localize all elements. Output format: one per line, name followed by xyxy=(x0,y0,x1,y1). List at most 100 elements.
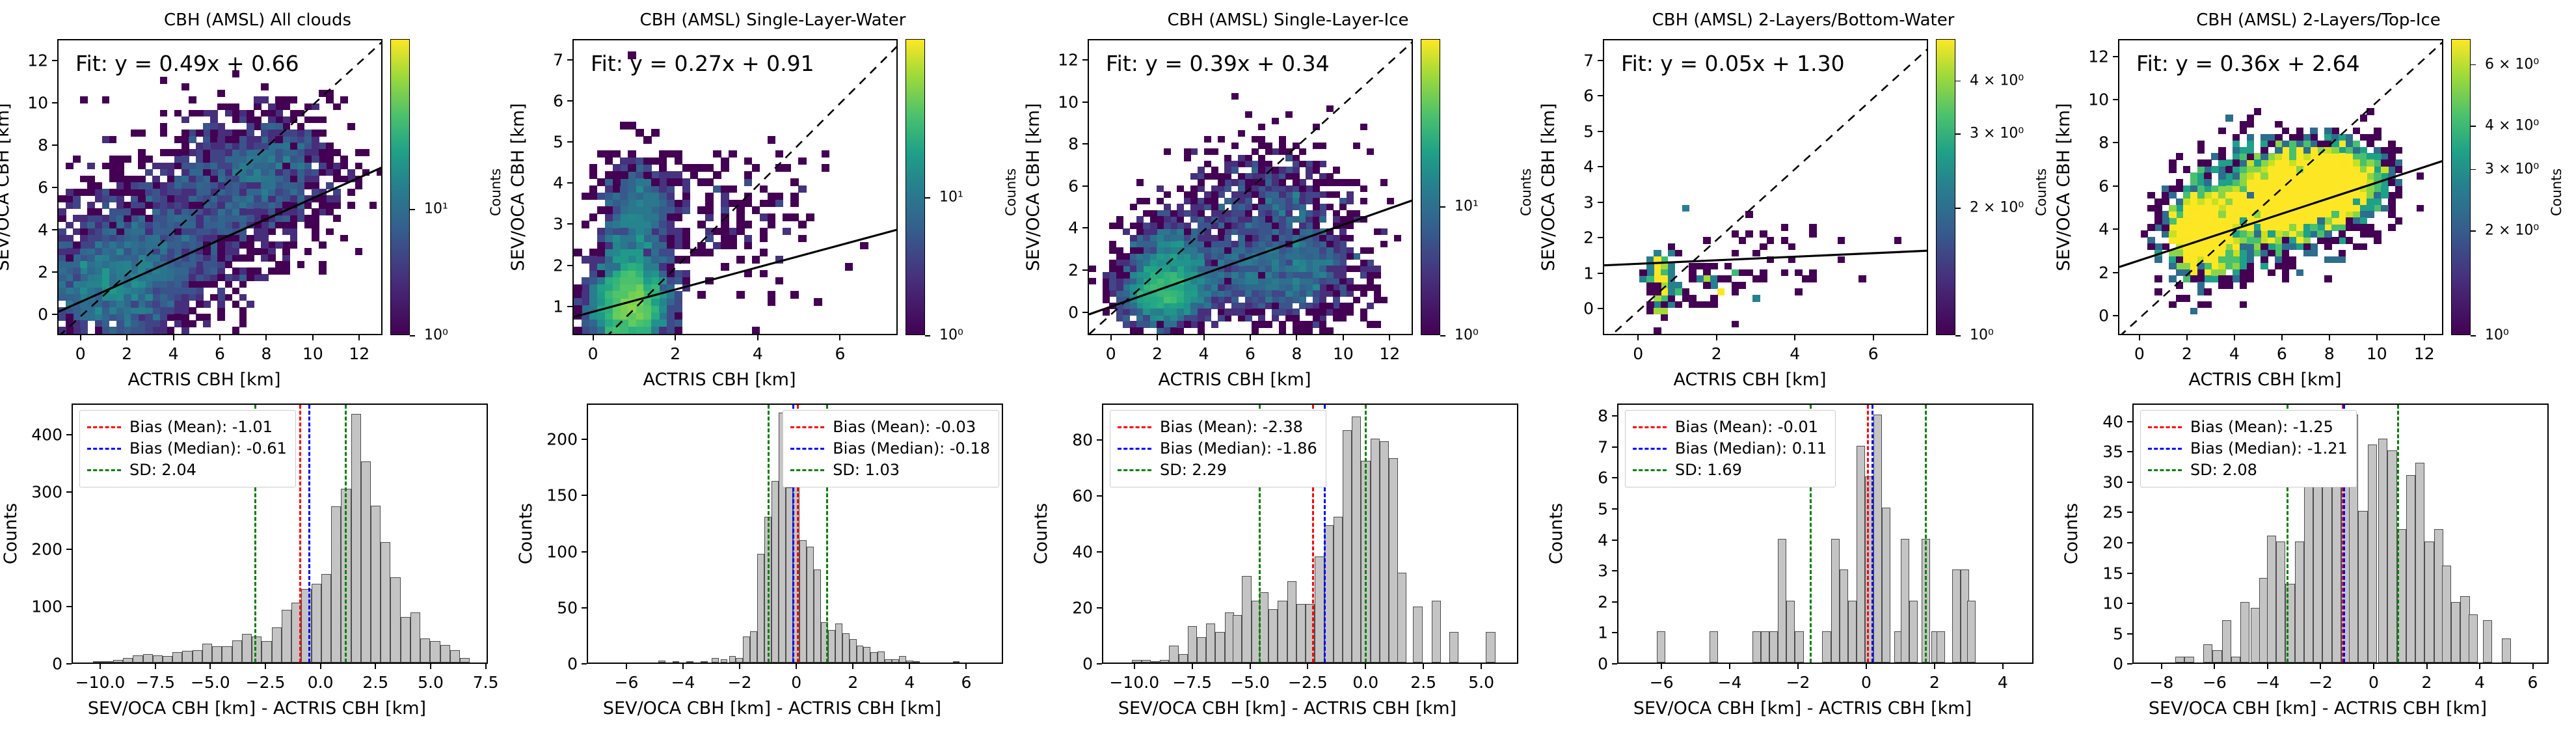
histogram-bar xyxy=(2240,601,2250,663)
y-tick-mark xyxy=(52,228,57,230)
regression-line xyxy=(2119,160,2442,268)
histogram-bar xyxy=(736,658,744,663)
y-tick-mark xyxy=(2113,99,2118,100)
x-tick-mark xyxy=(2138,335,2140,340)
y-tick-label: 4 xyxy=(38,220,48,239)
x-tick-mark xyxy=(1157,335,1159,340)
histogram2d-pixels xyxy=(1604,40,1927,334)
legend-row-mean: Bias (Mean): -2.38 xyxy=(1118,417,1317,438)
histogram-bar xyxy=(1952,569,1961,663)
y-tick-label: 60 xyxy=(1072,486,1093,506)
histogram-bar xyxy=(2424,541,2434,663)
x-tick-label: 4 xyxy=(904,673,915,692)
sd-line xyxy=(2396,405,2399,663)
x-tick-label: 5.0 xyxy=(418,673,444,692)
x-tick-label: 2 xyxy=(122,344,133,363)
mean-line xyxy=(2342,405,2344,663)
x-tick-label: 8 xyxy=(261,344,272,363)
colorbar-tick xyxy=(1955,208,1961,210)
x-tick-label: −2.5 xyxy=(245,673,286,692)
y-tick-label: 6 xyxy=(1598,468,1608,487)
y-tick-mark xyxy=(52,59,57,61)
fit-lines xyxy=(59,41,381,334)
x-tick-label: 2 xyxy=(1929,673,1940,692)
legend-row-mean: Bias (Mean): -1.25 xyxy=(2148,417,2348,438)
y-tick-label: 1 xyxy=(1598,623,1608,642)
x-tick-mark xyxy=(965,664,967,669)
hist-panel-single-layer-water: −6 −4 −2 0 2 4 6 0 50 100 150 200 SEV/OCA CBH [km] -… xyxy=(515,388,1030,753)
histogram-bar xyxy=(2322,474,2332,663)
y-tick-label: 25 xyxy=(2102,502,2123,522)
y-tick-mark xyxy=(2113,55,2118,57)
histogram-bar xyxy=(2483,620,2493,663)
x-tick-mark xyxy=(1342,335,1344,340)
y-tick-mark xyxy=(1598,237,1603,239)
histogram2d-pixels xyxy=(2119,40,2442,334)
x-axis-label: SEV/OCA CBH [km] - ACTRIS CBH [km] xyxy=(2148,698,2488,719)
y-tick-mark xyxy=(567,100,572,102)
histogram-bar xyxy=(420,638,431,663)
legend-row-median: Bias (Median): -1.21 xyxy=(2148,438,2348,459)
histogram-bar xyxy=(281,610,292,663)
y-tick-label: 6 xyxy=(1068,176,1079,196)
legend-row-sd: SD: 1.69 xyxy=(1633,459,1827,481)
y-tick-mark xyxy=(1097,607,1102,609)
x-tick-mark xyxy=(1872,335,1874,340)
x-tick-mark xyxy=(1296,335,1298,340)
x-axis-label: ACTRIS CBH [km] xyxy=(1158,370,1311,390)
scatter-title: CBH (AMSL) Single-Layer-Ice xyxy=(1167,10,1409,30)
histogram-bar xyxy=(1150,661,1161,663)
y-axis-label: SEV/OCA CBH [km] xyxy=(508,103,528,271)
fit-lines xyxy=(1089,41,1412,334)
histogram-bar xyxy=(2406,474,2416,663)
y-tick-label: 300 xyxy=(31,482,62,502)
colorbar-title: Counts xyxy=(2549,168,2564,216)
x-tick-label: 4 xyxy=(2475,673,2485,692)
x-tick-mark xyxy=(2532,664,2534,669)
histogram-bar xyxy=(835,623,842,663)
histogram-bar xyxy=(222,646,232,663)
identity-line xyxy=(2121,41,2442,334)
scatter-panel-single-layer-water: CBH (AMSL) Single-Layer-Water Fit: y = 0… xyxy=(508,10,1030,390)
x-tick-mark xyxy=(1203,335,1205,340)
hist-panel-single-layer-ice: −10.0 −7.5 −5.0 −2.5 0.0 2.5 5.0 0 20 40 60 80 SEV/O… xyxy=(1030,388,1546,753)
legend-label-median: Bias (Median): -0.18 xyxy=(833,439,990,458)
histogram-bar xyxy=(410,612,421,663)
x-tick-mark xyxy=(1481,664,1483,669)
colorbar-tick-label: 10⁰ xyxy=(424,327,448,344)
sd-line-swatch xyxy=(790,469,825,471)
histogram-bar xyxy=(351,414,361,663)
histogram-bar xyxy=(172,652,183,663)
histogram-bar xyxy=(360,461,371,663)
fit-annotation: Fit: y = 0.27x + 0.91 xyxy=(591,51,814,76)
histogram-bar xyxy=(123,657,133,663)
sd-line xyxy=(254,405,257,663)
y-tick-mark xyxy=(66,606,72,608)
histogram-bar xyxy=(1370,438,1380,663)
mean-line-swatch xyxy=(2148,426,2182,428)
y-tick-label: 12 xyxy=(1058,50,1079,70)
median-line xyxy=(2342,405,2345,663)
x-tick-label: 4 xyxy=(2229,344,2240,363)
x-tick-label: −5.0 xyxy=(1230,673,1270,692)
histogram-bar xyxy=(2441,566,2452,663)
x-tick-mark xyxy=(2281,335,2283,340)
histogram-bar xyxy=(1778,538,1787,663)
histogram-bar xyxy=(1333,517,1343,663)
y-tick-label: 3 xyxy=(1598,561,1608,581)
histogram-bar xyxy=(1795,631,1804,663)
sd-line xyxy=(344,405,347,663)
histogram-bar xyxy=(1187,626,1197,663)
median-line-swatch xyxy=(1633,448,1667,450)
x-tick-label: 4 xyxy=(1198,344,1209,363)
y-tick-mark xyxy=(2127,451,2132,453)
x-tick-mark xyxy=(265,335,267,340)
x-tick-mark xyxy=(682,664,684,669)
histogram-bar xyxy=(1901,538,1910,663)
median-line xyxy=(1871,405,1873,663)
histogram-bar xyxy=(849,638,857,663)
y-tick-mark xyxy=(1082,311,1088,313)
y-tick-mark xyxy=(1612,601,1617,603)
y-tick-mark xyxy=(1082,227,1088,229)
x-tick-label: 6 xyxy=(1868,344,1879,363)
